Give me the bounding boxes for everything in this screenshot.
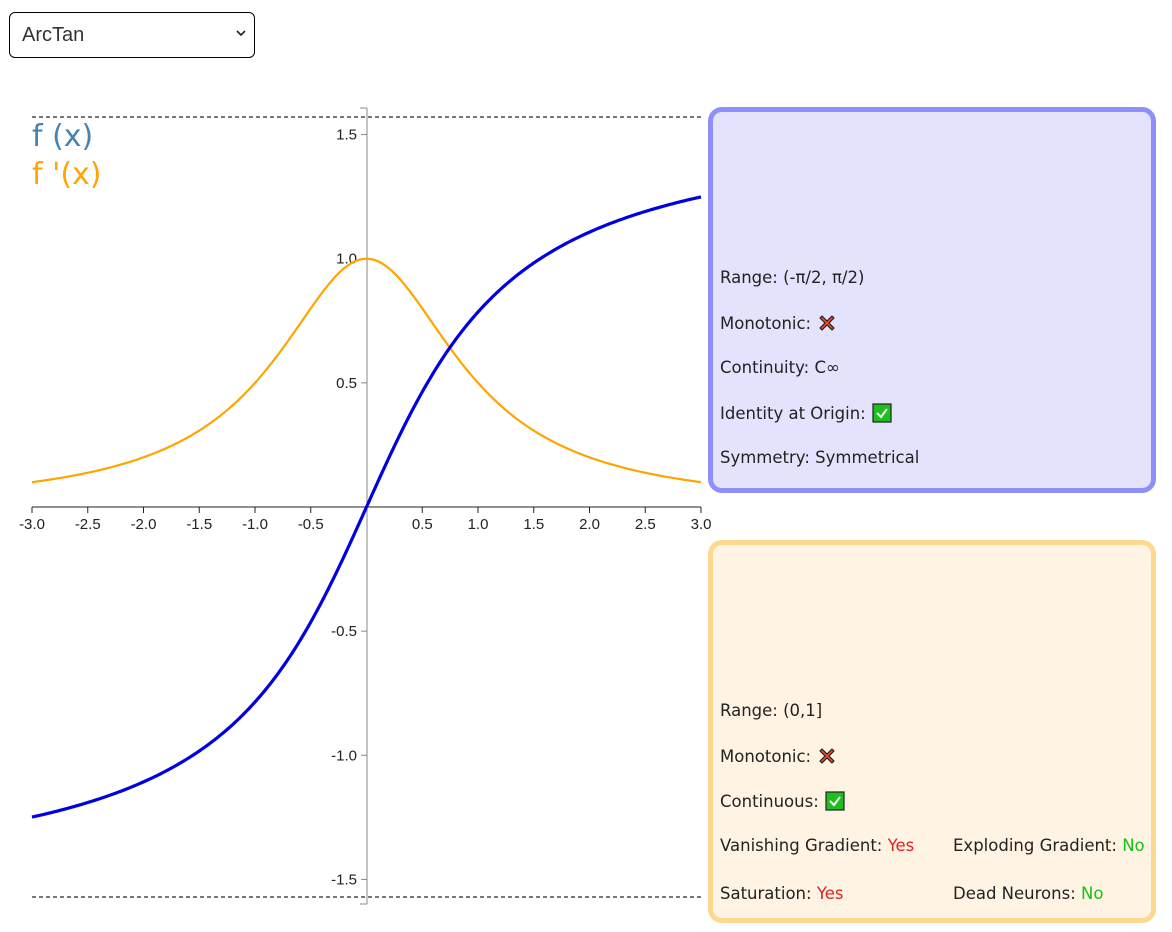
symmetry-text: Symmetry: Symmetrical [720,448,920,467]
x-tick-label: -1.0 [242,516,268,533]
monotonic-row: Monotonic: [720,313,837,333]
activation-function-select[interactable]: ArcTan [9,12,255,58]
dead-neurons-row: Dead Neurons: No [953,884,1103,903]
x-tick-label: -1.5 [186,516,212,533]
x-tick-label: -2.0 [131,516,157,533]
function-curve [31,195,702,819]
legend-function: f (x) [32,119,94,154]
continuous-row: Continuous: [720,791,845,811]
vanishing-gradient-value: Yes [887,836,915,855]
cross-icon [819,315,835,331]
x-tick-label: 0.5 [412,516,433,533]
y-tick-label: -1.0 [331,747,357,764]
y-tick-label: 1.5 [336,127,357,144]
x-tick-label: -3.0 [19,516,45,533]
continuity-text: Continuity: C∞ [720,358,840,377]
derivative-curve [31,257,702,484]
derivative-monotonic-label: Monotonic: [720,746,812,766]
exploding-gradient-row: Exploding Gradient: No [953,836,1145,855]
cross-icon [819,748,835,764]
saturation-label: Saturation: [720,884,812,903]
identity-label: Identity at Origin: [720,403,866,423]
x-tick-label: 2.5 [635,516,656,533]
x-tick-label: 1.5 [523,516,544,533]
y-tick-label: -0.5 [331,623,357,640]
monotonic-label: Monotonic: [720,313,812,333]
x-tick-label: 3.0 [691,516,712,533]
dead-neurons-value: No [1081,884,1104,903]
check-icon [872,403,892,423]
derivative-monotonic-row: Monotonic: [720,746,837,766]
plot-legend: f (x) f '(x) [32,118,102,194]
exploding-gradient-value: No [1122,836,1145,855]
y-tick-label: -1.5 [331,871,357,888]
check-icon [825,791,845,811]
identity-row: Identity at Origin: [720,403,892,423]
exploding-gradient-label: Exploding Gradient: [953,836,1117,855]
derivative-properties-panel: Range: (0,1] Monotonic: Continuous: Vani… [708,540,1156,923]
x-tick-label: 1.0 [468,516,489,533]
x-tick-label: -0.5 [298,516,324,533]
x-tick-label: 2.0 [579,516,600,533]
legend-derivative: f '(x) [32,157,102,192]
vanishing-gradient-label: Vanishing Gradient: [720,836,883,855]
select-value: ArcTan [22,23,85,46]
function-properties-panel: Range: (-π/2, π/2) Monotonic: Continuity… [708,107,1156,493]
chevron-down-icon [236,30,246,37]
continuous-label: Continuous: [720,791,819,811]
x-tick-label: -2.5 [75,516,101,533]
saturation-value: Yes [816,884,844,903]
range-text: Range: (-π/2, π/2) [720,268,865,287]
dead-neurons-label: Dead Neurons: [953,884,1076,903]
y-tick-label: 0.5 [336,375,357,392]
saturation-row: Saturation: Yes [720,884,843,903]
vanishing-gradient-row: Vanishing Gradient: Yes [720,836,914,855]
derivative-range-text: Range: (0,1] [720,701,823,720]
